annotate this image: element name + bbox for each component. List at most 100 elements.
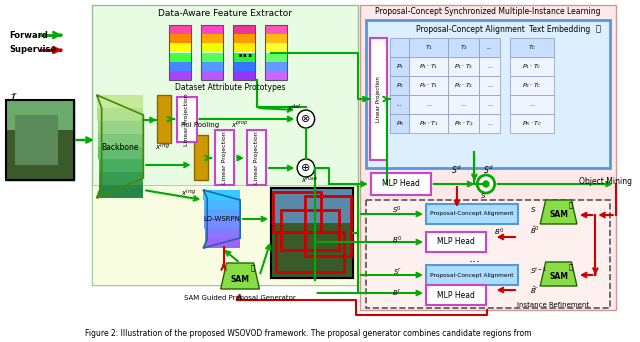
Text: $T_2$: $T_2$: [460, 43, 468, 52]
Polygon shape: [99, 159, 143, 172]
Text: Proposal-Concept Alignment: Proposal-Concept Alignment: [429, 211, 513, 216]
Bar: [448, 95, 479, 114]
Text: 🔒: 🔒: [568, 201, 572, 208]
Text: $B^0$: $B^0$: [392, 234, 402, 246]
Bar: [271, 188, 353, 278]
Bar: [271, 188, 353, 223]
Bar: [202, 25, 223, 34]
Bar: [273, 192, 321, 232]
Text: $P_1 \cdot T_1$: $P_1 \cdot T_1$: [419, 62, 438, 71]
Bar: [202, 25, 223, 80]
Text: MLP Head: MLP Head: [437, 237, 475, 247]
Bar: [215, 130, 234, 185]
Text: $x^{img}$: $x^{img}$: [181, 187, 196, 199]
Bar: [371, 173, 431, 195]
Text: Forward: Forward: [10, 30, 49, 39]
Text: LO-WSRPN: LO-WSRPN: [204, 216, 240, 222]
Circle shape: [297, 159, 315, 177]
Bar: [360, 5, 616, 310]
Text: $P_R \cdot T_C$: $P_R \cdot T_C$: [522, 119, 542, 128]
Text: Figure 2: Illustration of the proposed WSOVOD framework. The proposal generator : Figure 2: Illustration of the proposed W…: [84, 329, 531, 338]
Bar: [202, 71, 223, 80]
Bar: [234, 62, 255, 71]
Bar: [234, 43, 255, 53]
Bar: [479, 38, 500, 57]
Bar: [305, 196, 351, 256]
Bar: [6, 100, 74, 180]
Text: $P_2 \cdot T_1$: $P_2 \cdot T_1$: [419, 81, 438, 90]
Text: $S$: $S$: [480, 190, 486, 199]
Bar: [6, 130, 74, 180]
Text: Object Mining: Object Mining: [579, 176, 632, 185]
Bar: [479, 114, 500, 133]
Bar: [510, 114, 554, 133]
Bar: [202, 53, 223, 62]
Text: Text Embedding: Text Embedding: [529, 25, 590, 34]
Bar: [448, 38, 479, 57]
Text: $S$: $S$: [529, 206, 536, 214]
Text: $P_1 \cdot T_C$: $P_1 \cdot T_C$: [522, 62, 542, 71]
Text: 🔒: 🔒: [568, 263, 572, 269]
Bar: [448, 57, 479, 76]
Bar: [390, 76, 410, 95]
Bar: [366, 20, 610, 168]
Text: ⊗: ⊗: [301, 114, 310, 124]
Polygon shape: [99, 172, 143, 185]
Bar: [510, 57, 554, 76]
Polygon shape: [99, 185, 143, 198]
Bar: [265, 43, 287, 53]
Bar: [426, 265, 518, 285]
Text: $S^{t-1}$: $S^{t-1}$: [529, 264, 547, 276]
Text: Data-Aware Feature Extractor: Data-Aware Feature Extractor: [157, 9, 292, 17]
Text: $P_1 \cdot T_2$: $P_1 \cdot T_2$: [454, 62, 474, 71]
Text: $x^{img}$: $x^{img}$: [155, 141, 170, 153]
Text: $\hat{B}^r$: $\hat{B}^r$: [529, 284, 539, 296]
Text: $P_2$: $P_2$: [396, 81, 404, 90]
Text: $P_1$: $P_1$: [396, 62, 404, 71]
Bar: [410, 38, 448, 57]
Bar: [281, 210, 339, 250]
Text: $x^{daf}$: $x^{daf}$: [287, 102, 302, 114]
Text: ...: ...: [487, 64, 493, 69]
Bar: [426, 232, 486, 252]
Text: 🔒: 🔒: [596, 25, 601, 34]
Bar: [92, 185, 358, 285]
Text: ...: ...: [397, 102, 403, 107]
Text: $B^r$: $B^r$: [392, 288, 402, 298]
Bar: [426, 204, 518, 224]
Polygon shape: [205, 238, 240, 248]
Text: $P_2 \cdot T_C$: $P_2 \cdot T_C$: [522, 81, 542, 90]
Text: $B^0$: $B^0$: [493, 226, 504, 238]
Bar: [15, 115, 58, 165]
Polygon shape: [204, 219, 240, 229]
Text: ...: ...: [461, 102, 467, 107]
Text: Linear Projection: Linear Projection: [254, 132, 259, 184]
Polygon shape: [204, 190, 240, 248]
Text: Proposal-Concept Alignment: Proposal-Concept Alignment: [429, 273, 513, 277]
Text: $\hat{B}^0$: $\hat{B}^0$: [529, 224, 540, 236]
Bar: [366, 200, 610, 308]
Text: 🔒: 🔒: [250, 264, 255, 271]
Bar: [390, 57, 410, 76]
Polygon shape: [97, 108, 143, 121]
Bar: [390, 95, 410, 114]
Polygon shape: [221, 263, 259, 289]
Text: ...: ...: [487, 83, 493, 88]
Polygon shape: [99, 146, 143, 159]
Bar: [234, 25, 255, 80]
Text: ...: ...: [426, 102, 432, 107]
Text: MLP Head: MLP Head: [382, 180, 420, 188]
Bar: [271, 223, 353, 278]
Text: ⊕: ⊕: [301, 163, 310, 173]
Text: $S^0$: $S^0$: [392, 205, 402, 216]
Bar: [234, 34, 255, 43]
Text: ...: ...: [468, 251, 481, 264]
Bar: [265, 25, 287, 34]
Bar: [265, 25, 287, 80]
Bar: [202, 43, 223, 53]
Text: $\mathcal{I}$: $\mathcal{I}$: [9, 91, 17, 103]
Bar: [410, 57, 448, 76]
Polygon shape: [204, 190, 240, 200]
Text: ...: ...: [238, 46, 253, 60]
Bar: [479, 95, 500, 114]
